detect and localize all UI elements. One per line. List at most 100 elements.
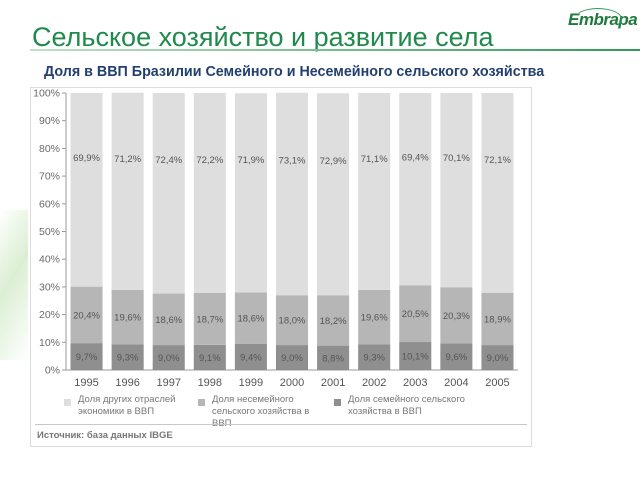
- x-tick-label: 2005: [485, 377, 509, 389]
- data-label: 18,0%: [279, 316, 306, 327]
- data-label: 9,6%: [446, 352, 468, 363]
- legend-line: Доля семейного сельского: [348, 394, 465, 405]
- chart-source: Источник: база данных IBGE: [37, 430, 173, 441]
- legend-label-nonfamily: Доля несемейного сельского хозяйства в В…: [212, 394, 342, 430]
- data-label: 9,3%: [117, 353, 139, 364]
- x-tick-label: 1996: [115, 377, 139, 389]
- bar-segment: [440, 93, 473, 288]
- bar-segment: [358, 344, 391, 370]
- bar-segment: [481, 292, 514, 346]
- bar-segment: [152, 93, 185, 294]
- data-label: 71,2%: [114, 154, 141, 165]
- y-tick-label: 50%: [39, 226, 60, 238]
- data-label: 20,5%: [402, 309, 429, 320]
- data-label: 71,1%: [361, 154, 388, 165]
- data-label: 9,1%: [199, 353, 221, 364]
- data-label: 9,7%: [76, 352, 98, 363]
- data-label: 69,9%: [73, 153, 100, 164]
- bar-segment: [111, 344, 144, 370]
- y-tick-label: 80%: [39, 143, 60, 155]
- bar-segment: [234, 93, 267, 293]
- y-tick-label: 40%: [39, 254, 60, 266]
- y-tick-label: 10%: [39, 337, 60, 349]
- bar-segment: [70, 93, 103, 287]
- data-label: 18,9%: [484, 314, 511, 325]
- bar-segment: [317, 345, 350, 370]
- decorative-leaf: [0, 210, 28, 360]
- data-label: 9,4%: [240, 352, 262, 363]
- chart-source-divider: [35, 424, 527, 425]
- bar-segment: [193, 93, 226, 293]
- x-tick-label: 2003: [403, 377, 427, 389]
- x-tick-label: 2001: [321, 377, 345, 389]
- bar-segment: [152, 293, 185, 346]
- legend-line: Доля несемейного: [212, 394, 294, 405]
- data-label: 19,6%: [361, 313, 388, 324]
- legend-swatch-nonfamily: [198, 399, 205, 406]
- data-label: 72,4%: [155, 155, 182, 166]
- data-label: 72,2%: [196, 155, 223, 166]
- bar-segment: [234, 343, 267, 370]
- bar-segment: [481, 93, 514, 293]
- x-tick-label: 1999: [239, 377, 263, 389]
- bar-segment: [317, 295, 350, 346]
- legend-label-family: Доля семейного сельского хозяйства в ВВП: [348, 394, 518, 418]
- legend-label-other: Доля других отраслей экономики в ВВП: [78, 394, 208, 418]
- bar-segment: [481, 345, 514, 370]
- x-tick-label: 1998: [198, 377, 222, 389]
- embrapa-logo: Embrapa: [568, 8, 638, 30]
- x-tick-label: 1997: [156, 377, 180, 389]
- legend-line: хозяйства в ВВП: [348, 406, 422, 417]
- bar-segment: [111, 289, 144, 345]
- data-label: 18,7%: [196, 314, 223, 325]
- stacked-bar-chart: 0% 10% 20% 30% 40% 50% 60% 70% 80% 90% 100% 9,7% 20,…: [33, 88, 518, 389]
- legend-line: экономики в ВВП: [78, 406, 155, 417]
- data-label: 9,0%: [487, 353, 509, 364]
- legend-line: Доля других отраслей: [78, 394, 176, 405]
- bar-segment: [152, 345, 185, 370]
- bar-segment: [275, 295, 309, 346]
- data-label: 72,9%: [320, 156, 347, 167]
- bar-segment: [399, 93, 432, 286]
- data-label: 69,4%: [402, 152, 429, 163]
- legend-swatch-other: [64, 399, 71, 406]
- y-tick-label: 0%: [45, 365, 60, 377]
- legend-swatch-family: [334, 399, 341, 406]
- data-label: 73,1%: [279, 156, 306, 167]
- y-tick-label: 70%: [39, 171, 60, 183]
- y-tick-label: 60%: [39, 198, 60, 210]
- x-tick-label: 2002: [362, 377, 386, 389]
- chart-subtitle: Доля в ВВП Бразилии Семейного и Несемейн…: [44, 64, 545, 80]
- y-tick-label: 30%: [39, 281, 60, 293]
- legend-line: ВВП: [212, 418, 232, 429]
- data-label: 20,4%: [73, 310, 100, 321]
- data-label: 18,2%: [320, 316, 347, 327]
- data-label: 8,8%: [322, 353, 344, 364]
- x-tick-label: 2000: [280, 377, 304, 389]
- bar-segment: [70, 286, 103, 344]
- data-label: 9,0%: [281, 353, 303, 364]
- bar-segment: [317, 93, 350, 296]
- title-divider: [30, 49, 640, 51]
- data-label: 20,3%: [443, 311, 470, 322]
- data-label: 19,6%: [114, 313, 141, 324]
- bar-segment: [399, 285, 432, 343]
- legend-line: сельского хозяйства в: [212, 406, 310, 417]
- bar-segment: [440, 287, 473, 344]
- bar-segment: [275, 92, 309, 296]
- data-label: 18,6%: [237, 314, 264, 325]
- bar-segment: [70, 343, 103, 370]
- data-label: 18,6%: [155, 315, 182, 326]
- data-label: 70,1%: [443, 153, 470, 164]
- data-label: 71,9%: [237, 155, 264, 166]
- bar-segment: [358, 93, 391, 290]
- bar-segment: [358, 289, 391, 345]
- data-label: 9,3%: [363, 353, 385, 364]
- data-label: 10,1%: [402, 352, 429, 363]
- bar-segment: [399, 342, 432, 370]
- data-label: 72,1%: [484, 155, 511, 166]
- data-label: 9,0%: [158, 353, 180, 364]
- x-tick-label: 2004: [444, 377, 468, 389]
- bar-segment: [275, 345, 309, 370]
- bar-segment: [440, 343, 473, 370]
